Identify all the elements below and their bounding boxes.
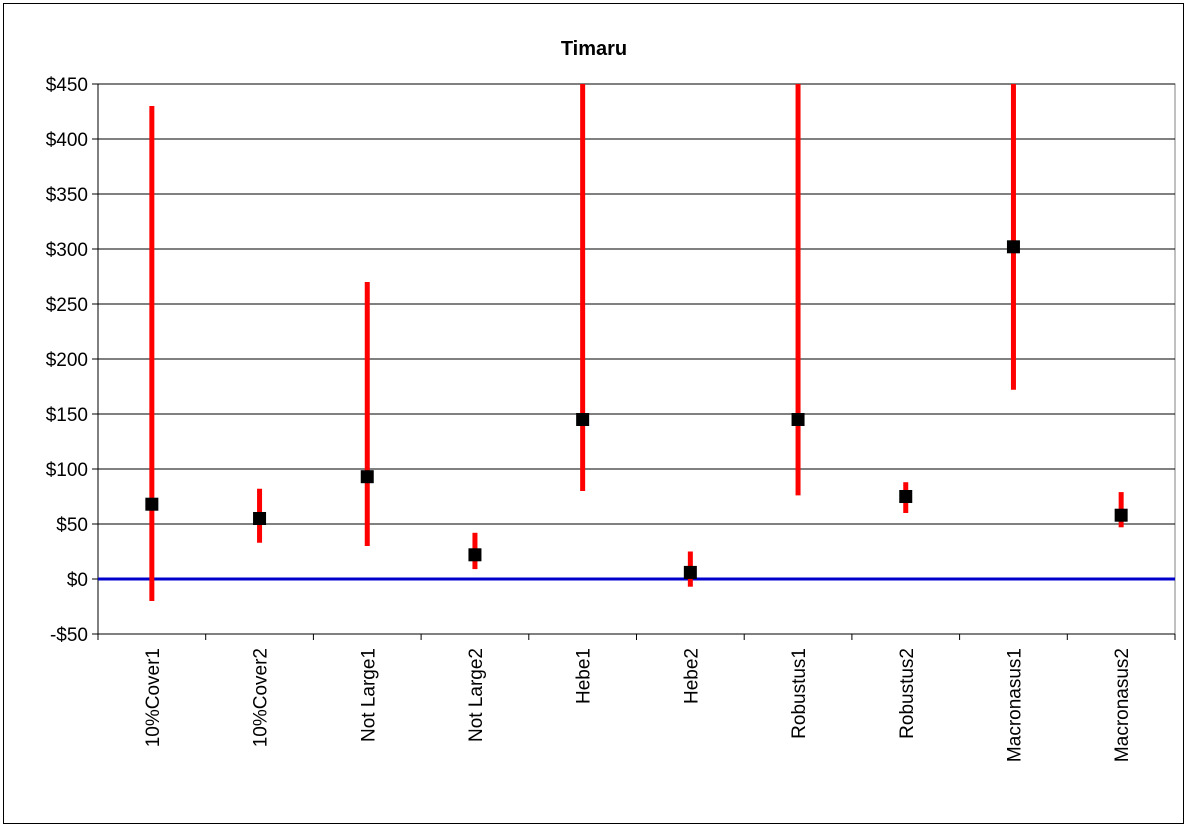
x-tick-label: Hebe1 <box>574 648 595 704</box>
x-tick-label: Robustus2 <box>897 648 918 739</box>
y-tick-label: $150 <box>46 405 88 426</box>
data-point <box>1114 508 1128 522</box>
data-point <box>468 548 482 562</box>
y-tick-label: $300 <box>46 240 88 261</box>
x-tick-label: 10%Cover1 <box>143 648 164 747</box>
data-point <box>253 512 267 525</box>
x-tick-label: Robustus1 <box>789 648 810 739</box>
x-tick-label: Macronasus1 <box>1004 648 1025 762</box>
x-tick-label: Hebe2 <box>681 648 702 704</box>
x-tick-label: Not Large2 <box>466 648 487 742</box>
y-tick-label: $200 <box>46 350 88 371</box>
y-tick-label: $400 <box>46 130 88 151</box>
y-tick-label: $50 <box>56 515 88 536</box>
chart-title: Timaru <box>560 38 628 60</box>
x-tick-label: 10%Cover2 <box>251 648 272 747</box>
y-tick-label: $450 <box>46 75 88 96</box>
y-tick-label: $0 <box>67 570 88 591</box>
y-tick-label: $350 <box>46 185 88 206</box>
data-point <box>576 413 590 426</box>
data-point <box>899 490 913 503</box>
y-tick-label: $100 <box>46 460 88 481</box>
data-point <box>145 497 159 511</box>
data-point <box>683 565 697 579</box>
data-point <box>360 470 374 484</box>
data-point <box>1006 240 1020 254</box>
data-point <box>791 413 805 426</box>
y-tick-label: $250 <box>46 295 88 316</box>
x-tick-label: Macronasus2 <box>1112 648 1133 762</box>
y-tick-label: -$50 <box>50 625 88 646</box>
x-tick-label: Not Large1 <box>358 648 379 742</box>
